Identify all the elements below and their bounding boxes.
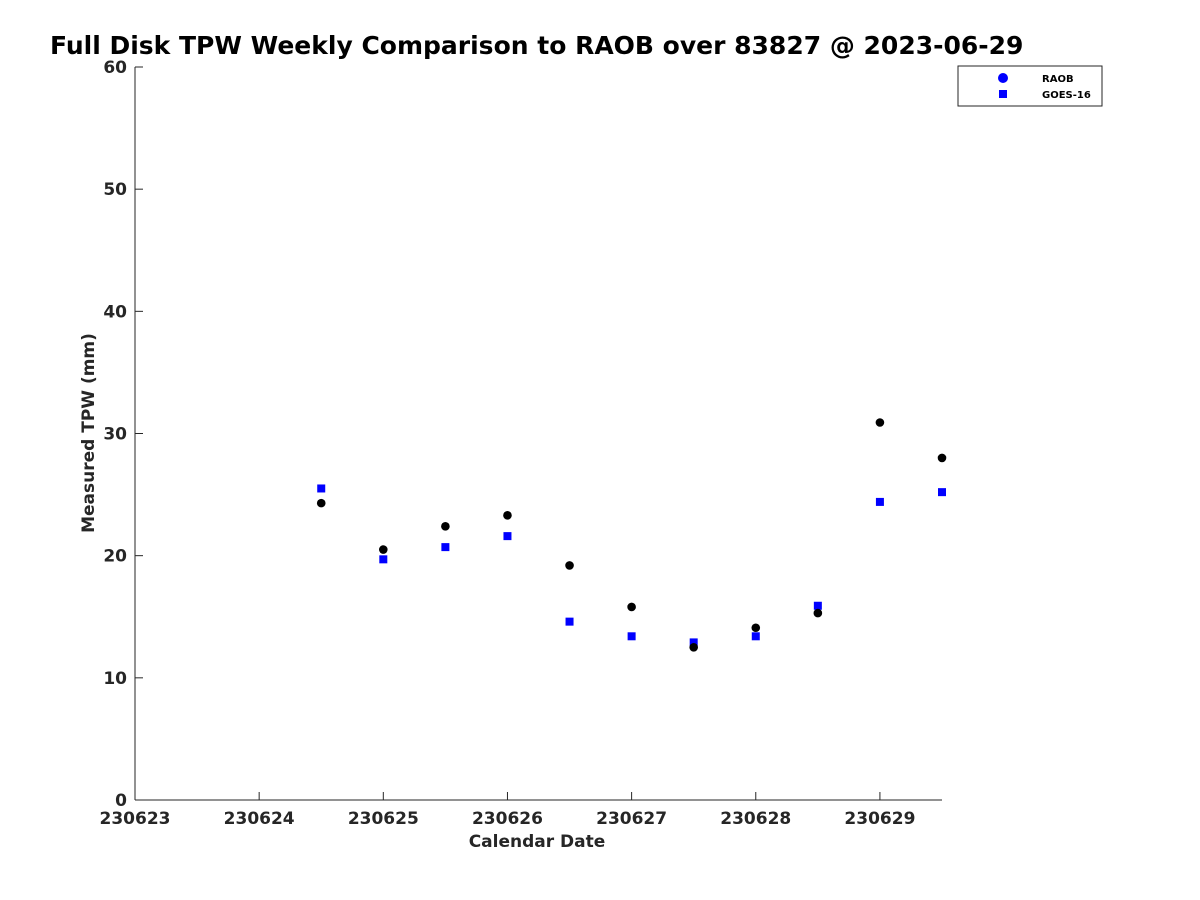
raob-point (751, 623, 761, 633)
x-tick-label: 230624 (224, 809, 295, 829)
raob-point (689, 642, 698, 652)
data-points (316, 418, 947, 652)
legend-goes-16-marker (999, 90, 1007, 98)
goes-16-point (813, 601, 822, 610)
x-tick-label: 230625 (348, 809, 419, 829)
raob-point (937, 453, 947, 463)
x-tick-label: 230627 (596, 809, 667, 829)
y-tick-label: 60 (103, 58, 127, 78)
x-tick-label: 230629 (844, 809, 915, 829)
goes-16-point (689, 638, 698, 647)
x-axis-label: Calendar Date (469, 832, 606, 852)
x-tick-label: 230628 (720, 809, 791, 829)
legend-box (957, 65, 1103, 107)
legend-goes-16-label: GOES-16 (1042, 90, 1091, 101)
goes-16-point (441, 543, 450, 552)
goes-16-point (317, 484, 326, 493)
raob-point (316, 498, 326, 508)
y-axis-ticks: 0 10 20 30 40 50 60 (103, 58, 143, 811)
y-tick-label: 30 (103, 425, 127, 445)
raob-point (379, 545, 388, 554)
goes-16-point (503, 532, 512, 541)
goes-16-point (938, 488, 946, 497)
y-axis-label: Measured TPW (mm) (79, 333, 99, 533)
raob-point (565, 561, 574, 570)
chart-title: Full Disk TPW Weekly Comparison to RAOB … (50, 31, 1023, 60)
raob-point (875, 418, 885, 427)
goes-16-point (627, 632, 636, 641)
y-tick-label: 50 (103, 180, 127, 200)
y-tick-label: 10 (103, 669, 127, 689)
goes-16-point (379, 555, 388, 564)
legend: RAOB GOES-16 (957, 65, 1103, 107)
raob-point (627, 602, 636, 612)
x-axis-ticks: 230623 230624 230625 230626 230627 230628 2306… (100, 792, 915, 829)
goes-16-point (751, 632, 760, 641)
goes-16-point (565, 617, 574, 626)
x-tick-label: 230626 (472, 809, 543, 829)
y-tick-label: 20 (103, 547, 127, 567)
y-tick-label: 40 (103, 302, 127, 322)
goes-16-point (875, 497, 884, 506)
legend-raob-label: RAOB (1042, 74, 1074, 85)
legend-raob-marker (998, 73, 1008, 83)
y-tick-label: 0 (115, 791, 127, 811)
raob-point (441, 522, 450, 531)
raob-point (503, 511, 512, 520)
x-tick-label: 230623 (100, 809, 171, 829)
raob-point (813, 608, 823, 618)
